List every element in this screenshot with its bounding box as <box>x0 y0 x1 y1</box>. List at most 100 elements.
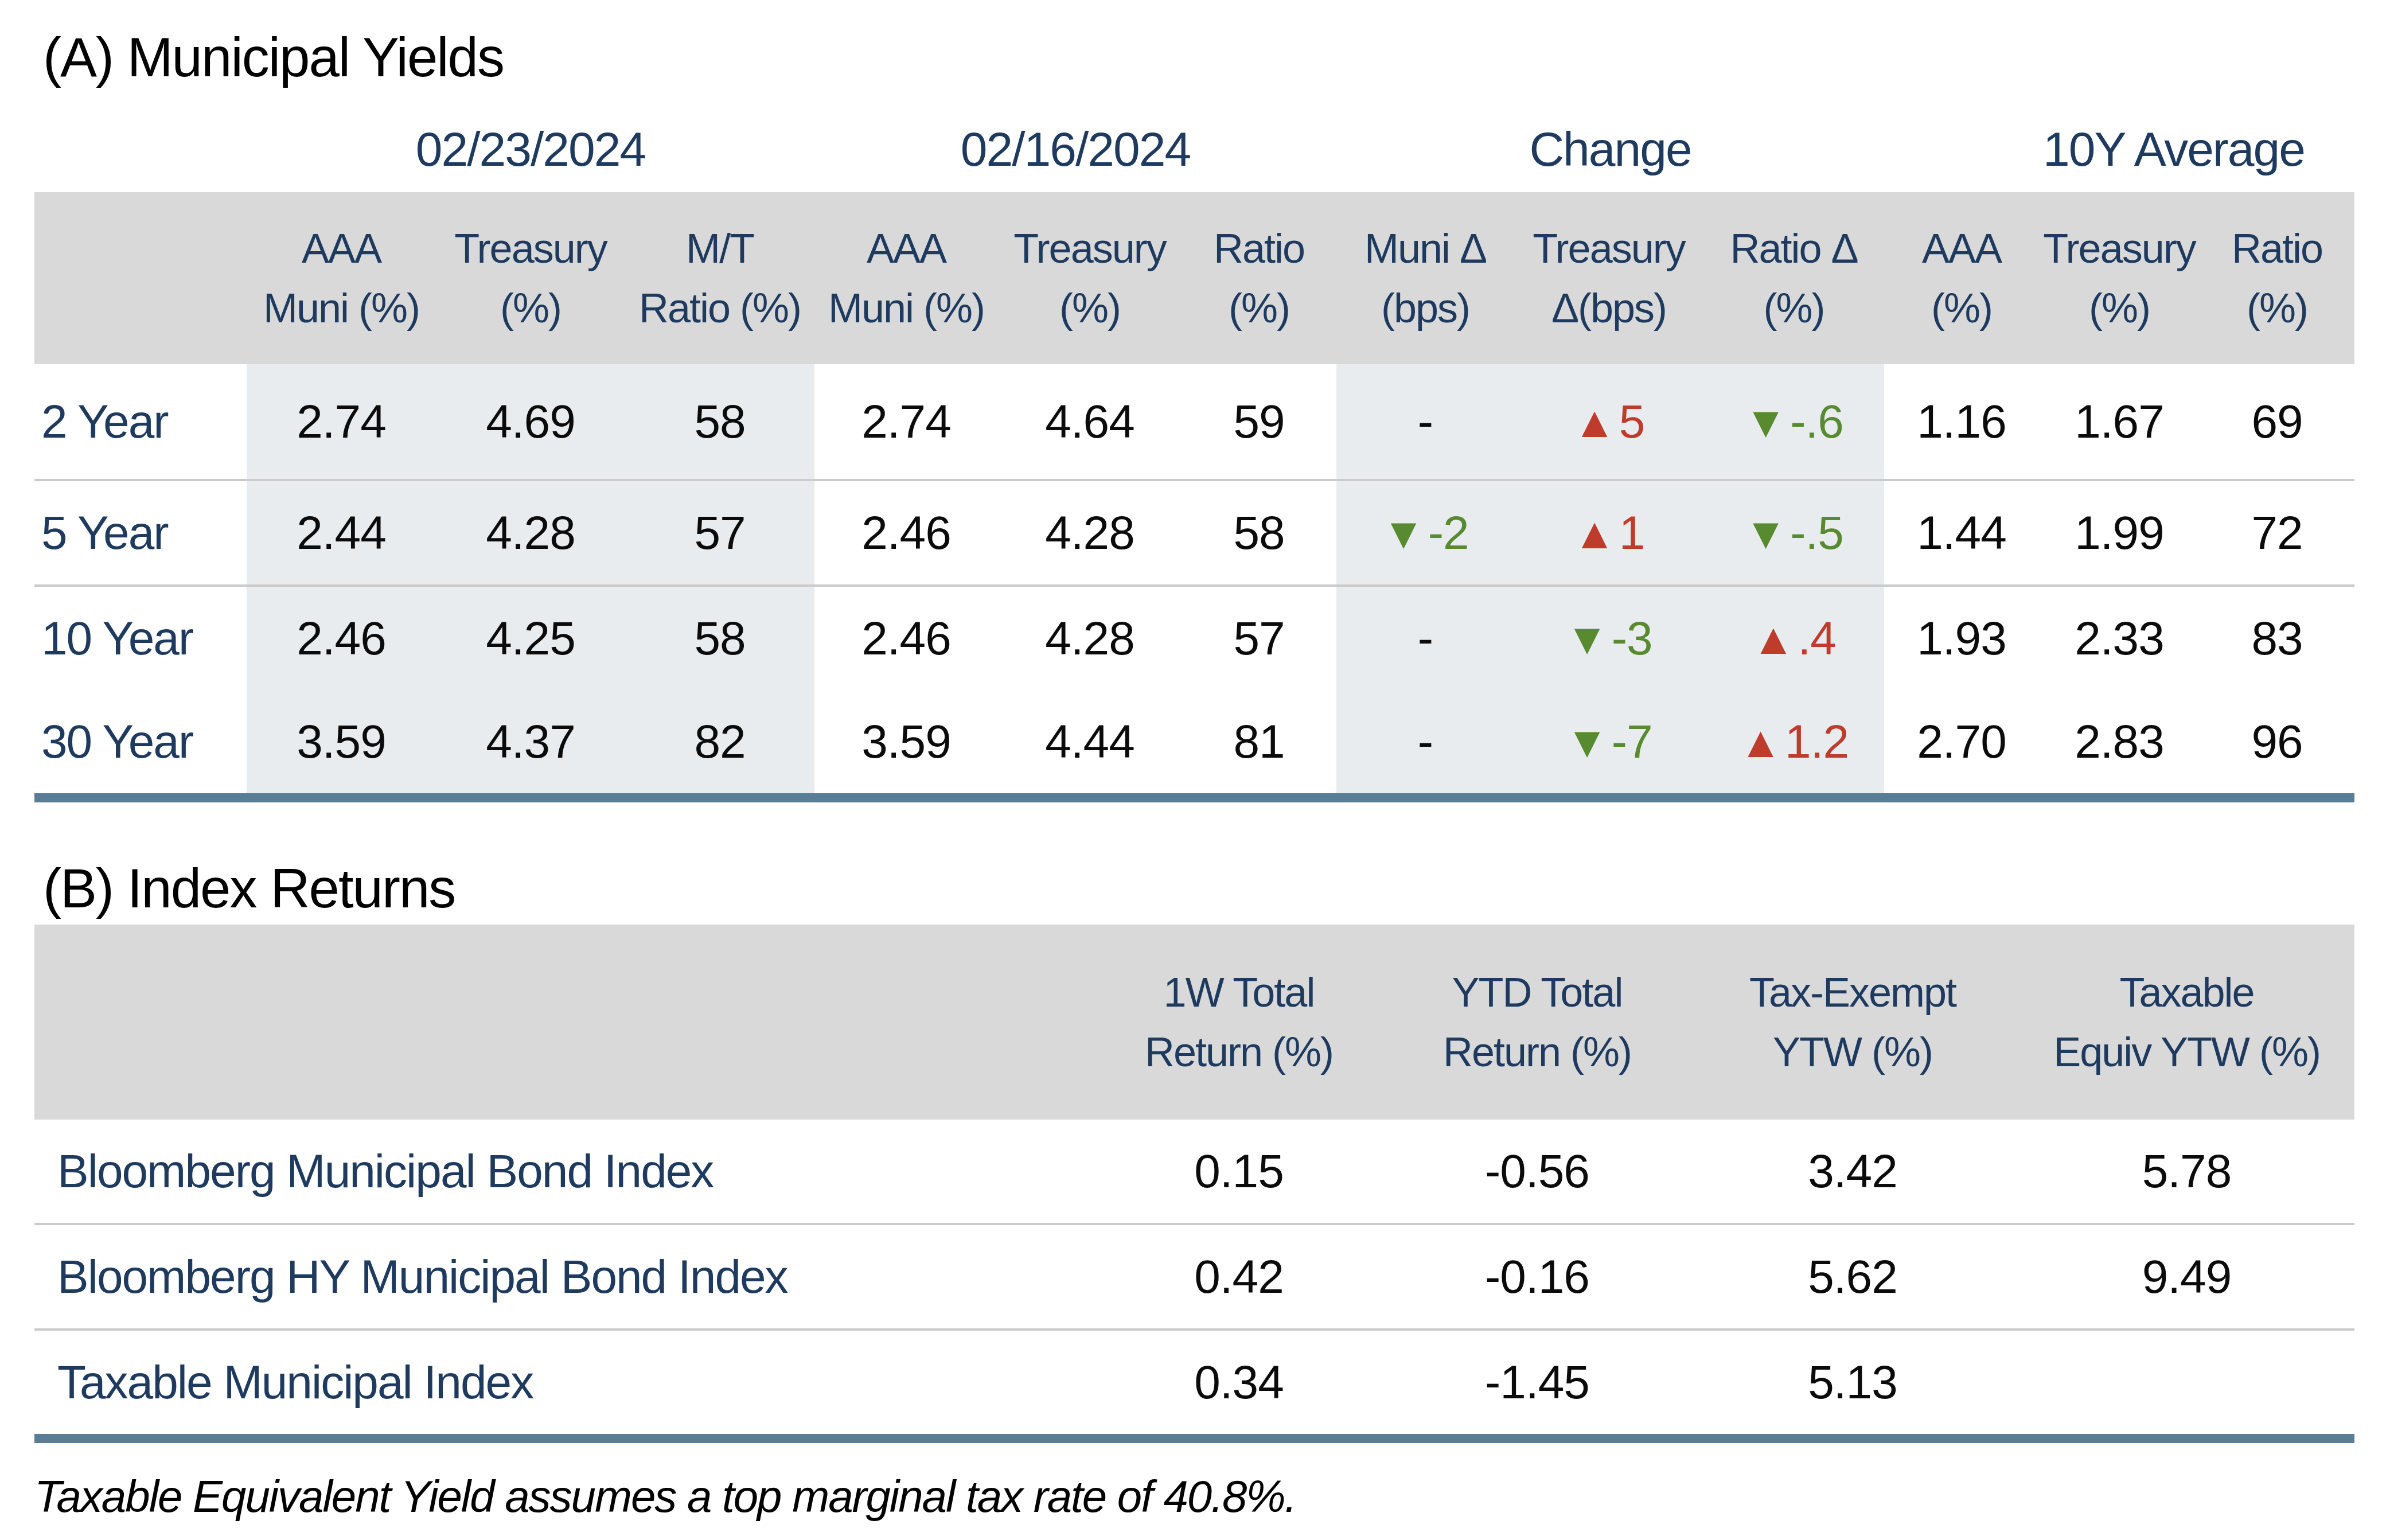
taxable-equiv-ytw: 5.78 <box>2019 1144 2354 1198</box>
ratio-10y: 72 <box>2200 506 2354 560</box>
ytd-total-return: -0.16 <box>1388 1250 1686 1304</box>
ratio-0216: 57 <box>1182 611 1336 665</box>
group-header-10y-average: 10Y Average <box>1884 122 2354 177</box>
table-a-row-30-year: 30 Year 3.59 4.37 82 3.59 4.44 81 - ▼-7 … <box>34 690 2354 793</box>
col-header-aaa-10y: AAA(%) <box>1884 219 2039 338</box>
section-a-title: (A) Municipal Yields <box>34 26 2390 89</box>
ytd-total-return: -0.56 <box>1388 1144 1686 1198</box>
treasury-delta: ▼-7 <box>1514 690 1703 793</box>
table-a-row-5-year: 5 Year 2.44 4.28 57 2.46 4.28 58 ▼-2 ▲1 … <box>34 481 2354 587</box>
aaa-muni-0216: 3.59 <box>814 715 998 769</box>
col-header-taxable-equiv-ytw: TaxableEquiv YTW (%) <box>2019 962 2354 1082</box>
group-header-date-current: 02/23/2024 <box>247 122 814 177</box>
muni-delta: - <box>1336 587 1514 690</box>
treasury-0223: 4.69 <box>436 364 625 479</box>
aaa-10y: 2.70 <box>1884 715 2039 769</box>
1w-total-return: 0.15 <box>1090 1144 1388 1198</box>
page: (A) Municipal Yields 02/23/2024 02/16/20… <box>0 0 2390 1540</box>
row-label: 10 Year <box>34 611 247 665</box>
mt-ratio-0223: 58 <box>625 364 814 479</box>
mt-ratio-0223: 57 <box>625 481 814 584</box>
mt-ratio-0223: 82 <box>625 690 814 793</box>
up-triangle-icon: ▲ <box>1573 508 1616 558</box>
ratio-10y: 96 <box>2200 715 2354 769</box>
row-label: 5 Year <box>34 506 247 560</box>
ratio-0216: 58 <box>1182 506 1336 560</box>
treasury-0216: 4.64 <box>998 395 1182 449</box>
ratio-10y: 69 <box>2200 395 2354 449</box>
ratio-10y: 83 <box>2200 611 2354 665</box>
aaa-10y: 1.16 <box>1884 395 2039 449</box>
footnote: Taxable Equivalent Yield assumes a top m… <box>34 1471 2390 1523</box>
ratio-0216: 81 <box>1182 715 1336 769</box>
row-label: 30 Year <box>34 715 247 769</box>
aaa-muni-0223: 2.74 <box>247 364 436 479</box>
col-header-mt-ratio-0223: M/TRatio (%) <box>625 219 814 338</box>
treasury-0216: 4.44 <box>998 715 1182 769</box>
treasury-10y: 2.33 <box>2039 611 2200 665</box>
ratio-delta: ▲1.2 <box>1703 690 1884 793</box>
ratio-0216: 59 <box>1182 395 1336 449</box>
down-triangle-icon: ▼ <box>1744 508 1787 558</box>
aaa-muni-0216: 2.74 <box>814 395 998 449</box>
ratio-delta: ▲.4 <box>1703 587 1884 690</box>
col-header-ratio-delta: Ratio Δ(%) <box>1703 219 1884 338</box>
col-header-1w-total-return: 1W TotalReturn (%) <box>1090 962 1388 1082</box>
table-a-column-header-row: AAAMuni (%) Treasury(%) M/TRatio (%) AAA… <box>34 192 2354 364</box>
up-triangle-icon: ▲ <box>1752 614 1794 664</box>
group-header-date-prior: 02/16/2024 <box>814 122 1336 177</box>
aaa-muni-0216: 2.46 <box>814 506 998 560</box>
treasury-0223: 4.37 <box>436 690 625 793</box>
muni-delta: - <box>1336 690 1514 793</box>
1w-total-return: 0.34 <box>1090 1355 1388 1409</box>
treasury-10y: 1.99 <box>2039 506 2200 560</box>
table-a-group-header-row: 02/23/2024 02/16/2024 Change 10Y Average <box>34 106 2354 192</box>
1w-total-return: 0.42 <box>1090 1250 1388 1304</box>
treasury-10y: 2.83 <box>2039 715 2200 769</box>
down-triangle-icon: ▼ <box>1565 614 1608 664</box>
up-triangle-icon: ▲ <box>1739 717 1781 767</box>
row-label: 2 Year <box>34 395 247 449</box>
treasury-delta: ▼-3 <box>1514 587 1703 690</box>
ytd-total-return: -1.45 <box>1388 1355 1686 1409</box>
col-header-muni-delta: Muni Δ(bps) <box>1336 219 1514 338</box>
mt-ratio-0223: 58 <box>625 587 814 690</box>
up-triangle-icon: ▲ <box>1573 397 1616 447</box>
table-b-row-taxable-muni-index: Taxable Municipal Index 0.34 -1.45 5.13 <box>34 1331 2354 1434</box>
index-name: Taxable Municipal Index <box>34 1355 1090 1409</box>
aaa-10y: 1.44 <box>1884 506 2039 560</box>
tax-exempt-ytw: 3.42 <box>1686 1144 2019 1198</box>
col-header-ratio-0216: Ratio(%) <box>1182 219 1336 338</box>
treasury-0216: 4.28 <box>998 611 1182 665</box>
table-a-row-10-year: 10 Year 2.46 4.25 58 2.46 4.28 57 - ▼-3 … <box>34 587 2354 690</box>
treasury-10y: 1.67 <box>2039 395 2200 449</box>
aaa-10y: 1.93 <box>1884 611 2039 665</box>
down-triangle-icon: ▼ <box>1382 508 1424 558</box>
aaa-muni-0223: 2.46 <box>247 587 436 690</box>
ratio-delta: ▼-.5 <box>1703 481 1884 584</box>
table-b-row-hy-muni-index: Bloomberg HY Municipal Bond Index 0.42 -… <box>34 1225 2354 1331</box>
tax-exempt-ytw: 5.13 <box>1686 1355 2019 1409</box>
treasury-delta: ▲5 <box>1514 364 1703 479</box>
table-b-column-header-row: 1W TotalReturn (%) YTD TotalReturn (%) T… <box>34 925 2354 1120</box>
treasury-0216: 4.28 <box>998 506 1182 560</box>
muni-delta: ▼-2 <box>1336 481 1514 584</box>
treasury-0223: 4.28 <box>436 481 625 584</box>
aaa-muni-0223: 2.44 <box>247 481 436 584</box>
col-header-treasury-delta: TreasuryΔ(bps) <box>1514 219 1703 338</box>
content: (A) Municipal Yields 02/23/2024 02/16/20… <box>0 0 2390 1523</box>
section-b-title: (B) Index Returns <box>34 857 2390 920</box>
col-header-treasury-0216: Treasury(%) <box>998 219 1182 338</box>
col-header-ratio-10y: Ratio(%) <box>2200 219 2354 338</box>
col-header-tax-exempt-ytw: Tax-ExemptYTW (%) <box>1686 962 2019 1082</box>
table-b-row-muni-index: Bloomberg Municipal Bond Index 0.15 -0.5… <box>34 1120 2354 1225</box>
ratio-delta: ▼-.6 <box>1703 364 1884 479</box>
table-a-row-2-year: 2 Year 2.74 4.69 58 2.74 4.64 59 - ▲5 ▼-… <box>34 364 2354 481</box>
col-header-aaa-muni-0216: AAAMuni (%) <box>814 219 998 338</box>
col-header-ytd-total-return: YTD TotalReturn (%) <box>1388 962 1686 1082</box>
col-header-treasury-10y: Treasury(%) <box>2039 219 2200 338</box>
group-header-change: Change <box>1336 122 1884 177</box>
table-a-bottom-bar <box>34 793 2354 802</box>
down-triangle-icon: ▼ <box>1565 717 1608 767</box>
taxable-equiv-ytw: 9.49 <box>2019 1250 2354 1304</box>
